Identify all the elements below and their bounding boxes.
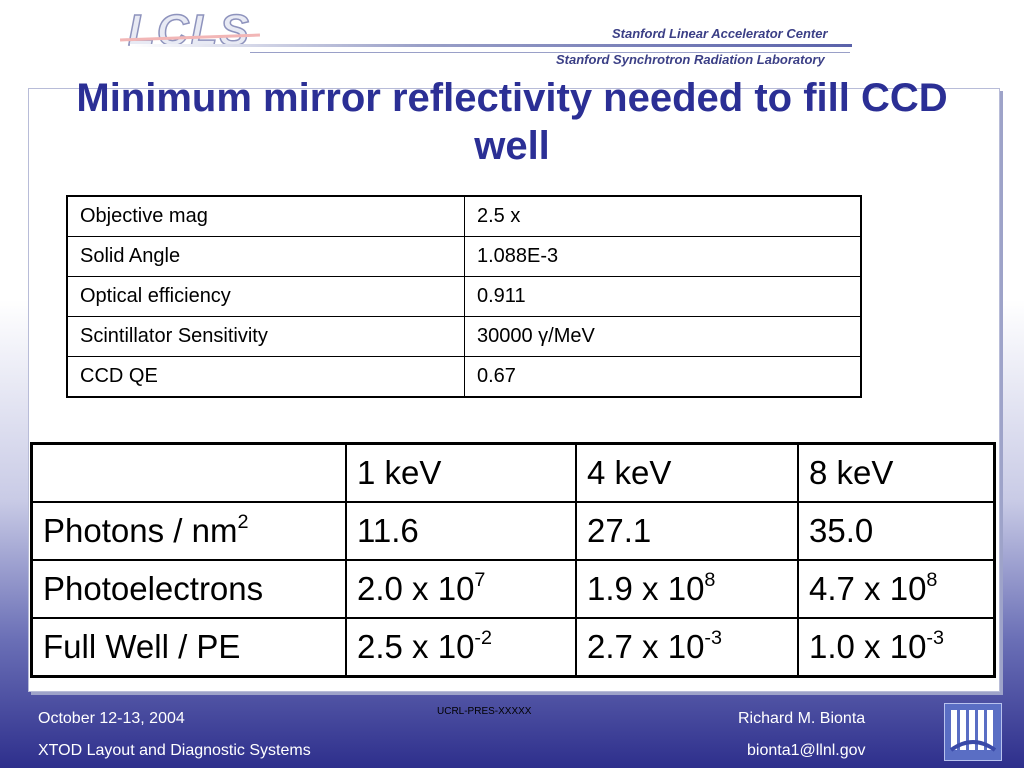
header-rule-thin: [250, 52, 850, 53]
row-label: Photons / nm2: [30, 501, 347, 561]
llnl-logo-graphic: [949, 710, 997, 752]
header-cell-4kev: 4 keV: [575, 442, 799, 503]
param-label: Solid Angle: [66, 236, 465, 277]
exponent: -3: [704, 627, 723, 650]
exponent: 8: [704, 569, 716, 592]
header-cell-1kev: 1 keV: [345, 442, 577, 503]
table-row: Scintillator Sensitivity 30000 γ/MeV: [66, 316, 862, 357]
table-row: Photons / nm2 11.6 27.1 35.0: [30, 501, 996, 561]
table-row: Full Well / PE 2.5 x 10-2 2.7 x 10-3 1.0…: [30, 617, 996, 678]
footer-date: October 12-13, 2004: [38, 710, 185, 727]
table-row: Optical efficiency 0.911: [66, 276, 862, 317]
row-label: Full Well / PE: [30, 617, 347, 678]
param-value: 30000 γ/MeV: [464, 316, 862, 357]
org-name-slac: Stanford Linear Accelerator Center: [612, 26, 828, 41]
footer-email: bionta1@llnl.gov: [747, 742, 866, 759]
value-cell: 4.7 x 108: [797, 559, 996, 619]
value-cell: 35.0: [797, 501, 996, 561]
table-row: Objective mag 2.5 x: [66, 195, 862, 237]
param-value: 0.67: [464, 356, 862, 398]
footer-author: Richard M. Bionta: [738, 710, 866, 727]
param-label: Scintillator Sensitivity: [66, 316, 465, 357]
value-cell: 2.0 x 107: [345, 559, 577, 619]
param-label: CCD QE: [66, 356, 465, 398]
exponent: -2: [474, 627, 493, 650]
param-label: Optical efficiency: [66, 276, 465, 317]
exponent: -3: [926, 627, 945, 650]
energy-table: 1 keV 4 keV 8 keV Photons / nm2 11.6 27.…: [30, 442, 996, 678]
slide-title: Minimum mirror reflectivity needed to fi…: [76, 76, 948, 168]
exponent: 8: [926, 569, 938, 592]
table-row: CCD QE 0.67: [66, 356, 862, 398]
llnl-logo-icon: [944, 703, 1002, 761]
header-cell-empty: [30, 442, 347, 503]
param-value: 1.088E-3: [464, 236, 862, 277]
table-row: Solid Angle 1.088E-3: [66, 236, 862, 277]
param-value: 2.5 x: [464, 195, 862, 237]
table-header-row: 1 keV 4 keV 8 keV: [30, 442, 996, 503]
exponent: 7: [474, 569, 486, 592]
lcls-logo: LCLS: [127, 5, 251, 56]
param-label: Objective mag: [66, 195, 465, 237]
value-cell: 27.1: [575, 501, 799, 561]
value-cell: 2.7 x 10-3: [575, 617, 799, 678]
value-cell: 11.6: [345, 501, 577, 561]
org-name-ssrl: Stanford Synchrotron Radiation Laborator…: [556, 52, 825, 67]
header-cell-8kev: 8 keV: [797, 442, 996, 503]
value-cell: 2.5 x 10-2: [345, 617, 577, 678]
table-row: Photoelectrons 2.0 x 107 1.9 x 108 4.7 x…: [30, 559, 996, 619]
header-rule: [130, 44, 852, 47]
value-cell: 1.0 x 10-3: [797, 617, 996, 678]
row-label: Photoelectrons: [30, 559, 347, 619]
parameters-table: Objective mag 2.5 x Solid Angle 1.088E-3…: [66, 195, 862, 398]
footer-code: UCRL-PRES-XXXXX: [437, 706, 532, 717]
footer-event: XTOD Layout and Diagnostic Systems: [38, 742, 311, 759]
value-cell: 1.9 x 108: [575, 559, 799, 619]
superscript: 2: [237, 511, 249, 534]
param-value: 0.911: [464, 276, 862, 317]
